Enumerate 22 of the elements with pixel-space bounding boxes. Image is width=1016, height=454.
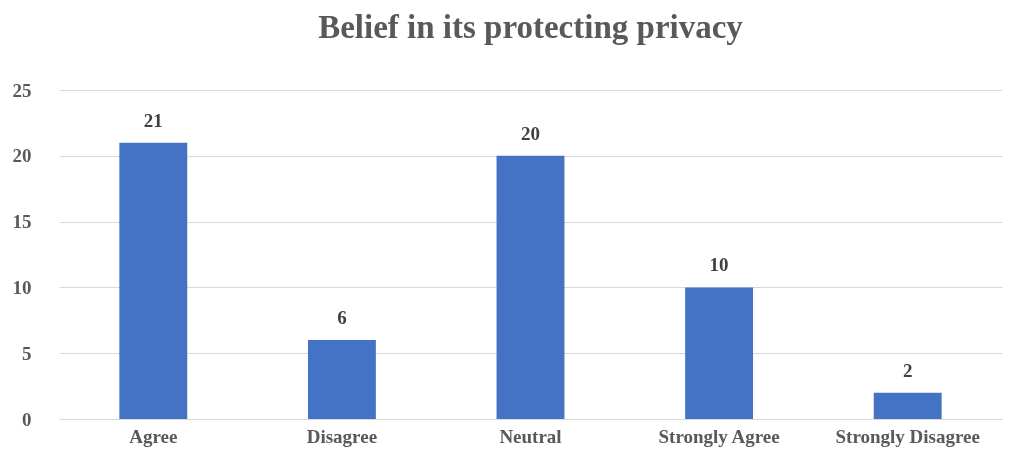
x-tick-label: Neutral <box>499 425 562 447</box>
y-tick-label: 15 <box>12 211 32 233</box>
x-tick-label: Disagree <box>306 425 378 447</box>
data-label: 10 <box>709 254 729 276</box>
y-tick-label: 5 <box>22 342 32 364</box>
y-tick-label: 25 <box>12 79 32 101</box>
bar <box>496 155 565 419</box>
bar <box>685 287 754 419</box>
data-label: 2 <box>902 359 913 381</box>
chart-title: Belief in its protecting privacy <box>318 9 744 45</box>
bar <box>873 392 942 419</box>
x-tick-label: Agree <box>129 425 178 447</box>
x-tick-label: Strongly Agree <box>658 425 780 447</box>
x-tick-label: Strongly Disagree <box>835 425 980 447</box>
data-label: 6 <box>337 307 347 329</box>
data-label: 21 <box>143 109 163 131</box>
bar <box>119 142 188 419</box>
data-label: 20 <box>521 122 540 144</box>
bar <box>307 340 376 419</box>
y-tick-label: 20 <box>12 145 32 167</box>
y-tick-label: 10 <box>12 276 32 298</box>
y-tick-label: 0 <box>22 408 32 430</box>
